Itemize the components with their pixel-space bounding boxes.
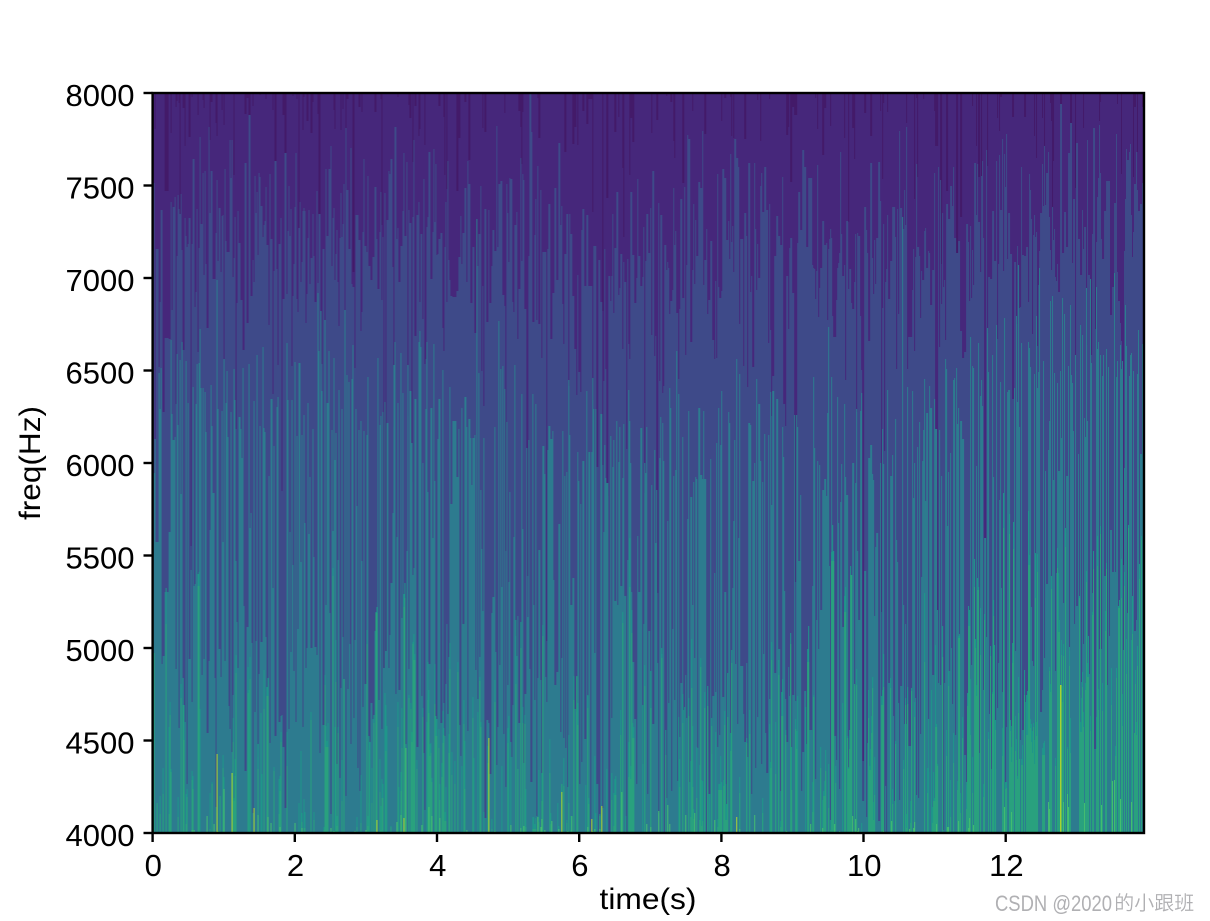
svg-text:8000: 8000 (66, 78, 135, 113)
svg-text:6500: 6500 (66, 356, 135, 391)
svg-text:8: 8 (713, 848, 730, 883)
svg-text:7000: 7000 (66, 263, 135, 298)
svg-text:5500: 5500 (66, 541, 135, 576)
svg-text:12: 12 (989, 848, 1023, 883)
svg-text:5000: 5000 (66, 633, 135, 668)
svg-text:freq(Hz): freq(Hz) (14, 406, 47, 520)
svg-text:2: 2 (287, 848, 304, 883)
svg-text:4: 4 (429, 848, 446, 883)
svg-text:4500: 4500 (66, 726, 135, 761)
svg-text:time(s): time(s) (600, 883, 697, 916)
svg-text:6000: 6000 (66, 448, 135, 483)
svg-text:6: 6 (571, 848, 588, 883)
svg-text:10: 10 (847, 848, 881, 883)
svg-text:7500: 7500 (66, 171, 135, 206)
svg-text:CSDN @2020: CSDN @2020 (995, 891, 1112, 916)
svg-text:0: 0 (145, 848, 162, 883)
svg-text:4000: 4000 (66, 818, 135, 853)
